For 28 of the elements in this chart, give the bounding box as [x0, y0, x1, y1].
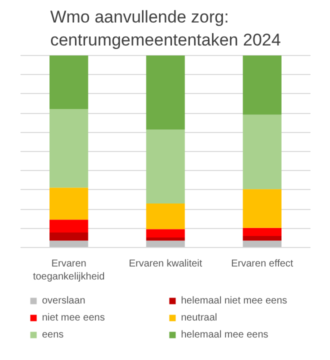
bar [50, 109, 88, 188]
bar [242, 240, 282, 248]
legend-label: eens [42, 329, 65, 340]
bar [146, 229, 185, 238]
bar [146, 240, 185, 248]
bar [146, 55, 185, 130]
bar [242, 114, 282, 190]
x-tick-label: Ervaren effect [231, 258, 294, 270]
bar [50, 232, 88, 241]
bar [50, 240, 88, 248]
bar [242, 236, 282, 241]
bar [50, 55, 88, 110]
legend-label: neutraal [181, 312, 218, 323]
bar [242, 55, 282, 115]
legend-label: overslaan [42, 295, 86, 306]
bar [242, 189, 282, 228]
bar [242, 228, 282, 236]
bar [50, 188, 88, 220]
bar [146, 204, 185, 230]
legend-label: niet mee eens [42, 312, 106, 323]
x-tick-label: Ervaren kwaliteit [128, 258, 202, 270]
x-tick-label: Ervaren toegankelijkheid [32, 258, 105, 283]
bar [50, 220, 88, 233]
legend-label: helemaal niet mee eens [181, 295, 288, 306]
bar [146, 130, 185, 204]
bar [146, 238, 185, 241]
chart-title: Wmo aanvullende zorg: centrumgemeententaken 2024 [50, 8, 281, 50]
legend-label: helemaal mee eens [181, 329, 270, 340]
